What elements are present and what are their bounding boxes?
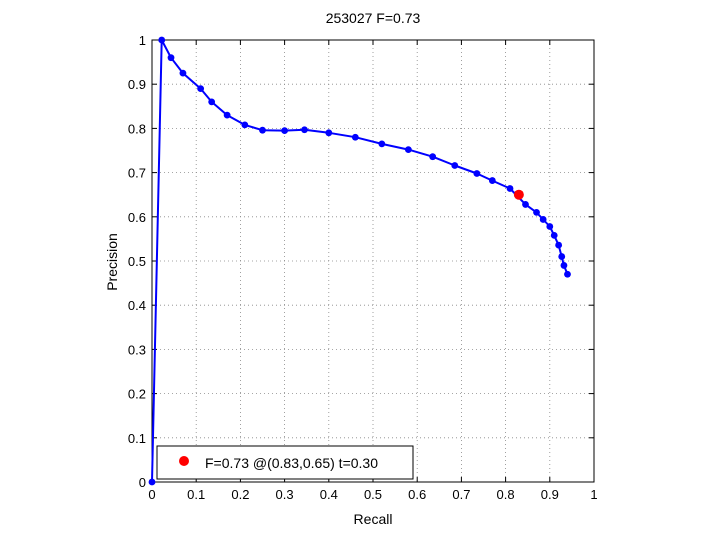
data-point [560, 262, 568, 269]
y-axis-label: Precision [104, 233, 120, 291]
x-tick-label: 0.9 [541, 487, 559, 502]
data-point [179, 69, 187, 77]
data-point [555, 241, 563, 249]
data-point [506, 185, 514, 192]
data-point [522, 201, 529, 208]
x-tick-label: 1 [590, 487, 597, 502]
y-tick-label: 1 [139, 33, 146, 48]
data-point [564, 270, 571, 278]
data-point [351, 133, 359, 141]
x-tick-label: 0 [148, 487, 155, 502]
data-point [301, 126, 308, 134]
legend: F=0.73 @(0.83,0.65) t=0.30 [156, 445, 414, 480]
data-point [148, 478, 156, 486]
legend-box [156, 445, 414, 480]
data-point [429, 153, 437, 161]
data-point [550, 231, 558, 239]
y-tick-label: 0.6 [128, 210, 146, 225]
x-axis-label: Recall [354, 511, 393, 527]
data-point [473, 170, 481, 177]
best-f-point [513, 189, 524, 200]
data-point [167, 54, 175, 62]
x-tick-label: 0.1 [187, 487, 205, 502]
data-point [539, 216, 547, 223]
x-tick-label: 0.3 [276, 487, 294, 502]
data-point [197, 85, 205, 93]
data-point [241, 121, 249, 129]
y-tick-label: 0.8 [128, 121, 146, 136]
data-point [404, 146, 412, 154]
x-tick-label: 0.4 [320, 487, 338, 502]
data-point [546, 223, 554, 230]
data-point [488, 177, 496, 184]
legend-entry-label: F=0.73 @(0.83,0.65) t=0.30 [205, 455, 378, 471]
data-point [281, 127, 288, 135]
data-point [259, 126, 266, 134]
series-layer [148, 36, 571, 486]
x-tick-label: 0.2 [231, 487, 249, 502]
data-point [208, 98, 216, 106]
y-tick-label: 0 [139, 475, 146, 490]
data-point [158, 36, 166, 44]
legend-marker [179, 456, 189, 466]
y-tick-label: 0.9 [128, 77, 146, 92]
y-tick-label: 0.2 [128, 387, 146, 402]
y-tick-label: 0.1 [128, 431, 146, 446]
x-tick-label: 0.6 [408, 487, 426, 502]
y-tick-label: 0.7 [128, 166, 146, 181]
x-tick-label: 0.8 [497, 487, 515, 502]
x-tick-label: 0.7 [452, 487, 470, 502]
y-tick-label: 0.5 [128, 254, 146, 269]
data-point [325, 129, 333, 137]
x-tick-label: 0.5 [364, 487, 382, 502]
data-point [533, 208, 540, 216]
y-tick-label: 0.4 [128, 298, 146, 313]
data-point [378, 140, 386, 148]
data-point [451, 162, 459, 169]
data-point [223, 111, 231, 119]
chart-title: 253027 F=0.73 [326, 10, 421, 26]
data-point [558, 253, 566, 260]
y-tick-label: 0.3 [128, 342, 146, 357]
